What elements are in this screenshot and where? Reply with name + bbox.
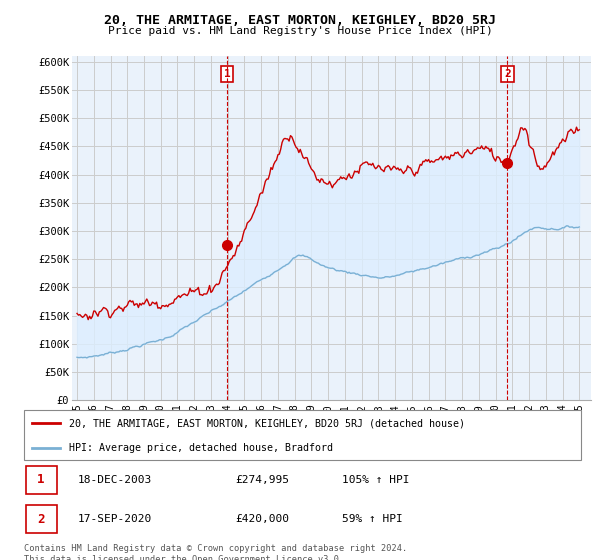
Text: £274,995: £274,995 bbox=[235, 475, 289, 485]
Text: 17-SEP-2020: 17-SEP-2020 bbox=[77, 514, 152, 524]
Text: 59% ↑ HPI: 59% ↑ HPI bbox=[343, 514, 403, 524]
Text: Contains HM Land Registry data © Crown copyright and database right 2024.
This d: Contains HM Land Registry data © Crown c… bbox=[24, 544, 407, 560]
Text: 18-DEC-2003: 18-DEC-2003 bbox=[77, 475, 152, 485]
FancyBboxPatch shape bbox=[26, 465, 56, 493]
Text: 20, THE ARMITAGE, EAST MORTON, KEIGHLEY, BD20 5RJ: 20, THE ARMITAGE, EAST MORTON, KEIGHLEY,… bbox=[104, 14, 496, 27]
Text: 20, THE ARMITAGE, EAST MORTON, KEIGHLEY, BD20 5RJ (detached house): 20, THE ARMITAGE, EAST MORTON, KEIGHLEY,… bbox=[69, 418, 465, 428]
FancyBboxPatch shape bbox=[26, 505, 56, 533]
Text: Price paid vs. HM Land Registry's House Price Index (HPI): Price paid vs. HM Land Registry's House … bbox=[107, 26, 493, 36]
Text: £420,000: £420,000 bbox=[235, 514, 289, 524]
Text: 1: 1 bbox=[37, 473, 44, 487]
Text: 1: 1 bbox=[224, 69, 230, 79]
Text: HPI: Average price, detached house, Bradford: HPI: Average price, detached house, Brad… bbox=[69, 442, 333, 452]
Text: 2: 2 bbox=[504, 69, 511, 79]
Text: 2: 2 bbox=[37, 513, 44, 526]
FancyBboxPatch shape bbox=[24, 410, 581, 460]
Text: 105% ↑ HPI: 105% ↑ HPI bbox=[343, 475, 410, 485]
